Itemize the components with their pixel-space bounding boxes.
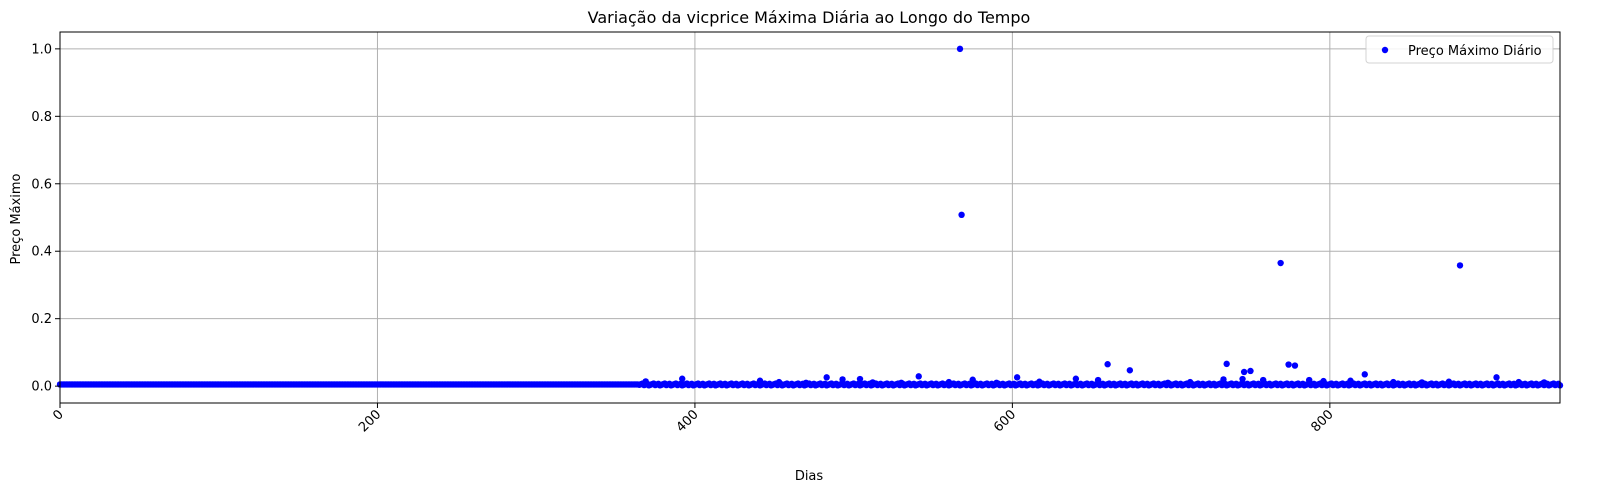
data-point [1277, 259, 1284, 267]
data-point [1445, 378, 1453, 385]
data-point [1361, 371, 1368, 378]
chart-title: Variação da vicprice Máxima Diária ao Lo… [588, 8, 1031, 27]
y-tick-label: 0.4 [31, 245, 52, 260]
data-point [1036, 378, 1043, 385]
data-point [1390, 378, 1397, 386]
data-point [1013, 374, 1021, 381]
data-point [1347, 377, 1354, 384]
data-point [993, 379, 1000, 386]
data-point [1540, 379, 1548, 386]
data-point [1456, 262, 1464, 269]
data-point [1220, 376, 1227, 383]
data-point [1418, 379, 1426, 386]
x-tick-label: 600 [991, 407, 1019, 435]
data-point [1094, 376, 1102, 384]
x-axis-title: Dias [795, 469, 824, 484]
data-point [1247, 367, 1254, 375]
chart-legend: Preço Máximo Diário [1365, 35, 1554, 64]
data-points [56, 45, 1564, 389]
data-point [1240, 368, 1248, 376]
y-tick-label: 0.0 [31, 380, 52, 395]
grid-lines [59, 32, 1560, 403]
data-point [839, 376, 846, 383]
data-point [1223, 360, 1230, 368]
x-tick-label: 0 [50, 407, 66, 423]
x-tick-label: 800 [1309, 407, 1337, 435]
data-point [1493, 374, 1500, 381]
data-point [1126, 367, 1134, 374]
data-point [856, 375, 864, 383]
data-point [945, 378, 953, 386]
data-point [802, 379, 810, 386]
data-point [1515, 378, 1522, 386]
data-point [1104, 361, 1111, 368]
data-point [869, 379, 876, 386]
data-point [679, 375, 686, 382]
y-tick-label: 1.0 [31, 42, 52, 57]
plot-area-frame [59, 31, 1561, 404]
y-tick-label: 0.2 [31, 312, 52, 327]
data-point [956, 45, 964, 53]
y-tick-label: 0.6 [31, 177, 52, 192]
data-point [1186, 378, 1194, 386]
data-point [1239, 375, 1246, 383]
data-point [642, 378, 649, 385]
data-point [969, 376, 976, 383]
legend-box [1365, 35, 1554, 64]
y-axis-title: Preço Máximo [9, 173, 24, 264]
data-point [1285, 361, 1292, 368]
data-point [898, 379, 905, 386]
legend-label: Preço Máximo Diário [1408, 44, 1542, 59]
data-point [958, 211, 965, 219]
data-point [1291, 362, 1299, 369]
data-point [756, 377, 764, 384]
data-point [1072, 375, 1080, 382]
data-point [775, 378, 783, 386]
y-tick-label: 0.8 [31, 110, 52, 125]
x-tick-label: 400 [674, 407, 702, 435]
data-point [1320, 377, 1327, 385]
data-point [1259, 376, 1267, 384]
data-point [1164, 379, 1172, 386]
data-point [1306, 376, 1313, 384]
data-point [915, 373, 922, 380]
x-tick-label: 200 [356, 407, 384, 435]
legend-marker [1381, 46, 1389, 54]
data-point [823, 374, 830, 381]
